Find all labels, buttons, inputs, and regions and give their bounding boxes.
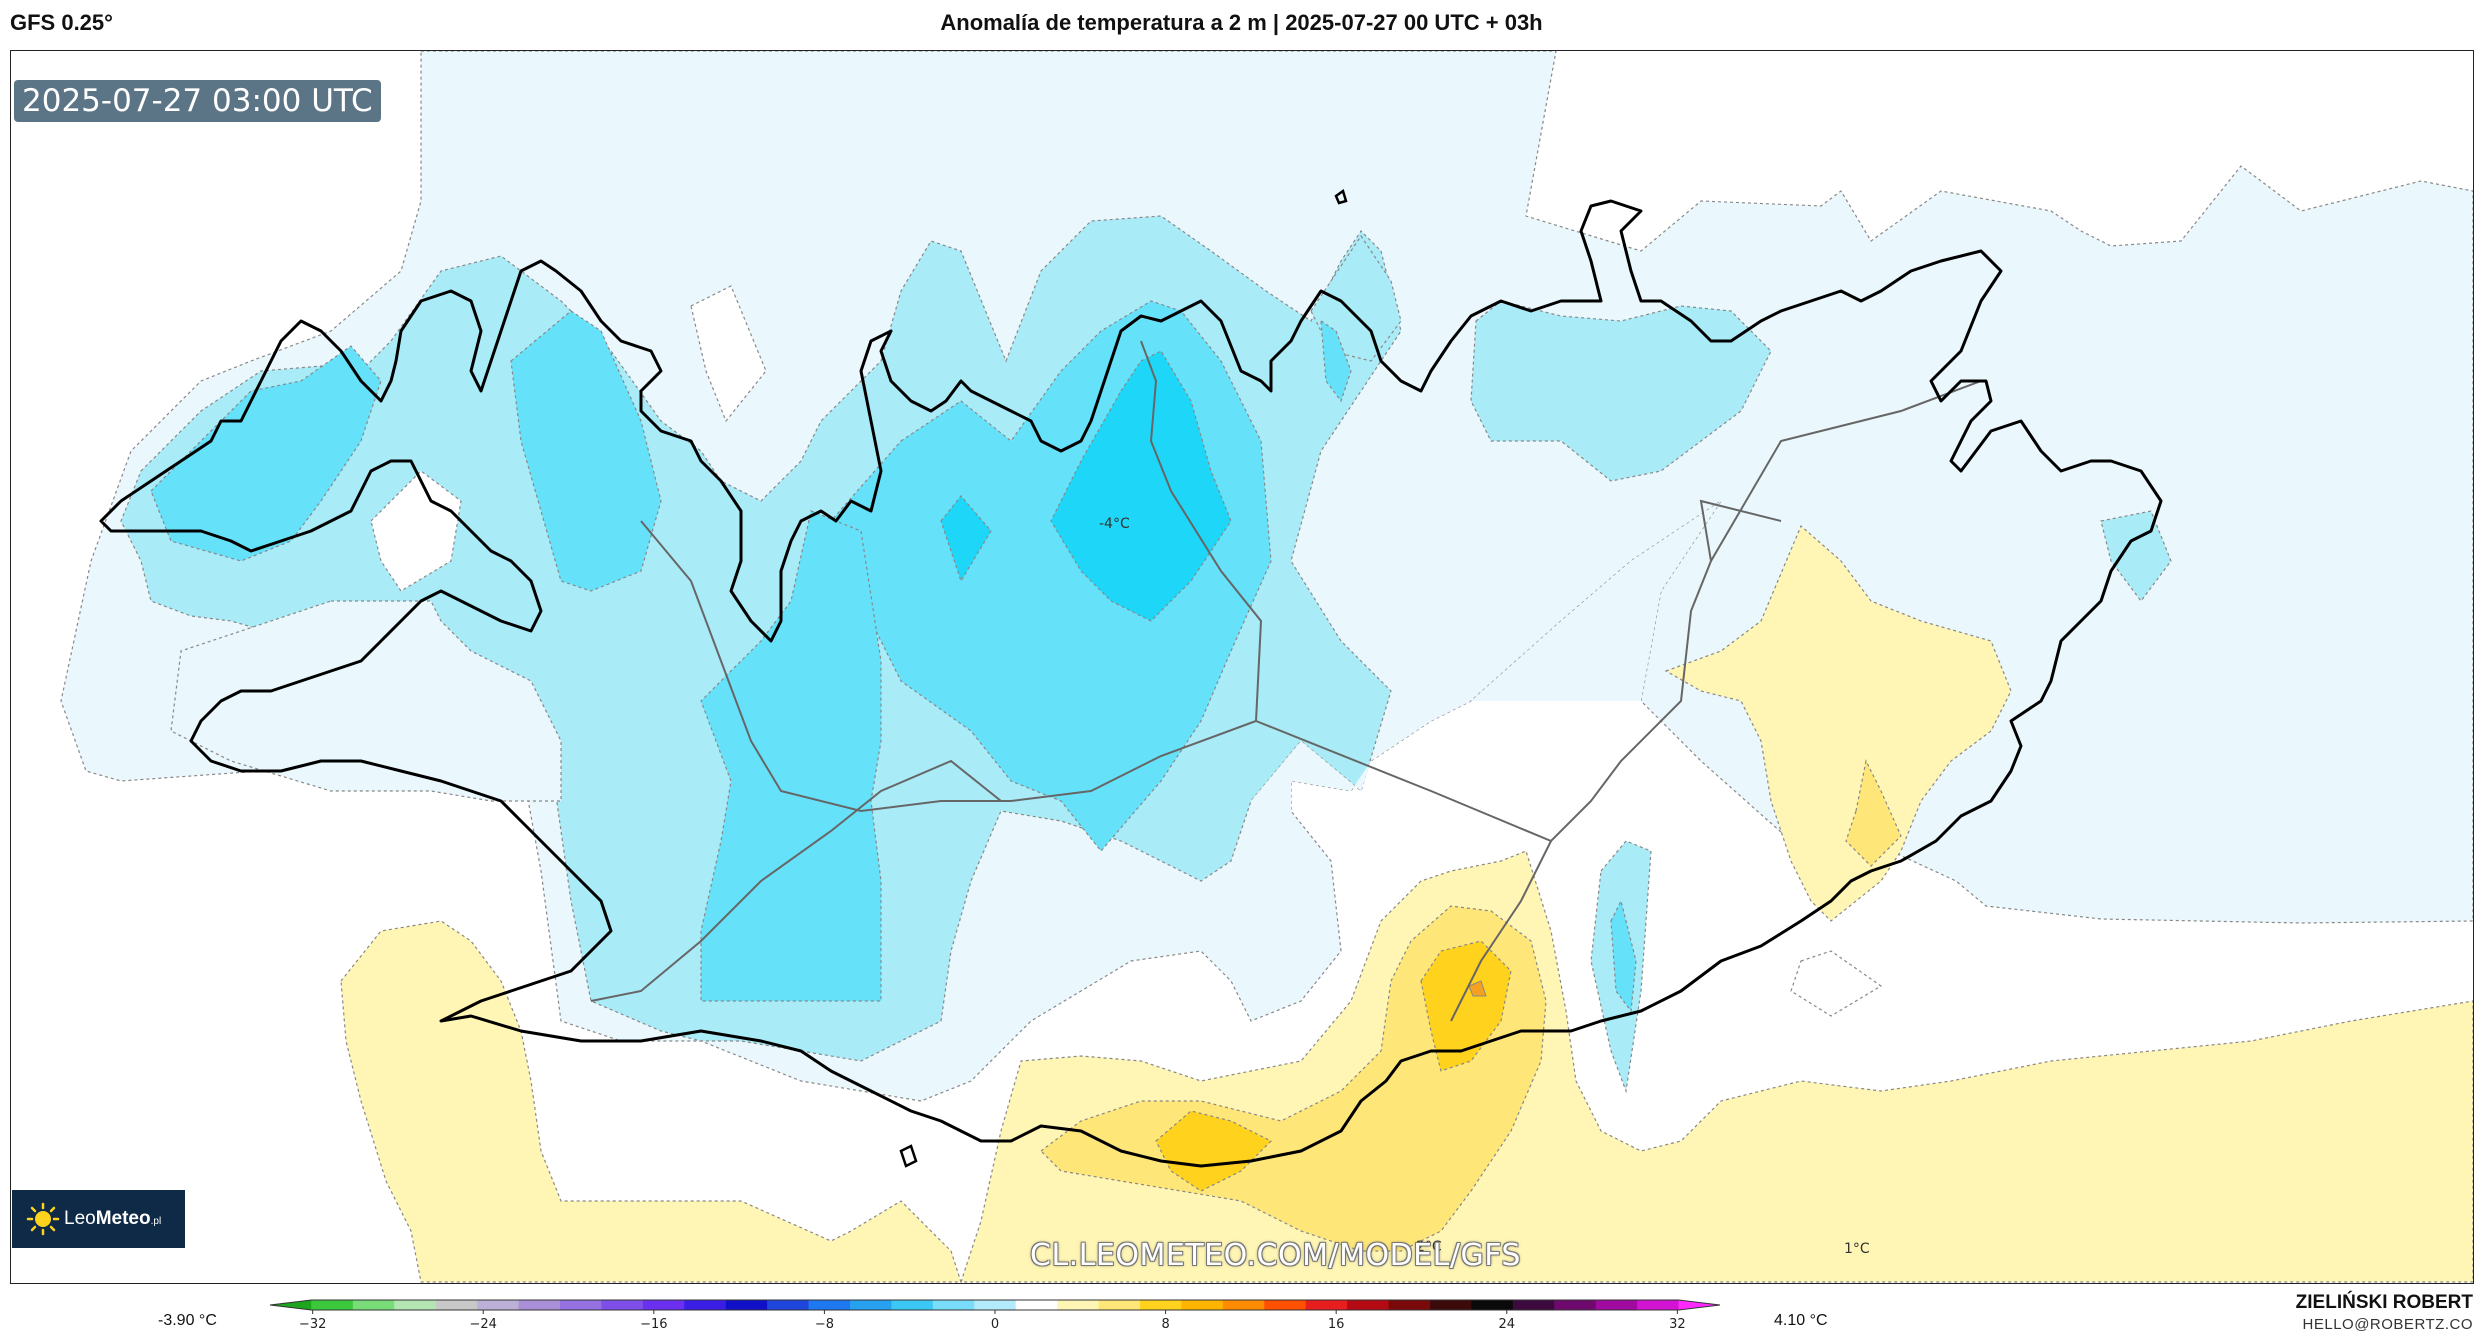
colorbar-swatch xyxy=(560,1300,602,1310)
colorbar-swatch xyxy=(394,1300,437,1310)
contour-fill-cyan-2 xyxy=(700,510,882,1002)
contour-fill-yellow-3 xyxy=(1420,940,1512,1072)
contour-fill-cyan-3 xyxy=(1050,350,1232,622)
contour-fill-cyan-3 xyxy=(940,495,992,583)
map-area: -4°C 2°C 1°C xyxy=(10,50,2474,1284)
colorbar-min-label: -3.90 °C xyxy=(158,1312,217,1329)
colorbar-tick-label: 16 xyxy=(1328,1317,1345,1332)
colorbar-swatch xyxy=(1388,1300,1431,1310)
contour-hole xyxy=(1790,950,1883,1017)
colorbar-swatch xyxy=(1637,1300,1680,1310)
colorbar-swatch xyxy=(725,1300,768,1310)
contour-label-minus4: -4°C xyxy=(1099,516,1130,532)
colorbar-swatch xyxy=(1015,1300,1058,1310)
colorbar-tick-label: 0 xyxy=(991,1317,999,1332)
colorbar-swatch xyxy=(352,1300,395,1310)
author-name: ZIELIŃSKI ROBERT xyxy=(2295,1292,2473,1313)
contour-label-1: 1°C xyxy=(1844,1241,1870,1257)
contour-fill-yellow-1 xyxy=(1664,525,2012,922)
colorbar-max-label: 4.10 °C xyxy=(1774,1312,1828,1329)
model-label: GFS 0.25° xyxy=(10,10,113,35)
colorbar-swatch xyxy=(1057,1300,1100,1310)
contour-hole xyxy=(690,285,767,423)
colorbar-swatch xyxy=(311,1300,354,1310)
colorbar-tick-label: 8 xyxy=(1161,1317,1169,1332)
colorbar-extend-max xyxy=(1678,1300,1720,1310)
sun-icon xyxy=(26,1202,60,1236)
colorbar-tick-label: −8 xyxy=(815,1317,834,1332)
region-border xyxy=(1255,380,1982,843)
colorbar: −32 −24 −16 −8 0 8 16 24 32 xyxy=(269,1299,1721,1332)
colorbar-tick-label: −16 xyxy=(640,1317,667,1332)
colorbar-swatch xyxy=(435,1300,478,1310)
colorbar-swatch xyxy=(1595,1300,1638,1310)
coastline xyxy=(99,199,2163,1168)
map-title: Anomalía de temperatura a 2 m | 2025-07-… xyxy=(940,10,1543,35)
colorbar-swatch xyxy=(974,1300,1017,1310)
colorbar-swatch xyxy=(1471,1300,1514,1310)
colorbar-swatch xyxy=(1222,1300,1265,1310)
contour-fill-yellow-2 xyxy=(1040,905,1547,1252)
island-coastline xyxy=(899,1144,918,1168)
contour-label-2: 2°C xyxy=(1416,1239,1442,1255)
contour-fill-orange xyxy=(1468,980,1487,997)
colorbar-swatch xyxy=(684,1300,727,1310)
contour-fill-cyan-2 xyxy=(1610,899,1637,1013)
contour-fill-cyan-2 xyxy=(510,310,662,592)
author-email: HELLO@ROBERTZ.CO xyxy=(2302,1316,2473,1333)
region-border xyxy=(590,759,1002,1002)
colorbar-swatch xyxy=(1430,1300,1472,1310)
logo-text: LeoMeteo.pl xyxy=(64,1208,162,1229)
colorbar-swatch xyxy=(1305,1300,1348,1310)
colorbar-swatch xyxy=(891,1300,934,1310)
contour-fill-yellow-1 xyxy=(340,920,962,1283)
colorbar-swatch xyxy=(808,1300,851,1310)
contour-hole-light xyxy=(1251,501,1721,811)
contour-fill-cyan-east xyxy=(2100,510,2172,602)
colorbar-swatch xyxy=(1264,1300,1307,1310)
colorbar-swatch xyxy=(601,1300,644,1310)
contour-hole-light xyxy=(370,470,462,592)
leometeo-logo[interactable]: LeoMeteo.pl xyxy=(12,1190,185,1248)
contour-fill-cyan-ne xyxy=(1470,300,1772,482)
colorbar-swatch xyxy=(932,1300,975,1310)
region-border xyxy=(1699,499,1782,562)
colorbar-swatch xyxy=(477,1300,520,1310)
colorbar-swatch xyxy=(1140,1300,1182,1310)
colorbar-extend-min xyxy=(270,1300,312,1310)
watermark-url: CL.LEOMETEO.COM/MODEL/GFS xyxy=(1030,1238,1521,1273)
colorbar-tick-label: −24 xyxy=(470,1317,497,1332)
colorbar-swatch xyxy=(767,1300,810,1310)
colorbar-swatch xyxy=(642,1300,685,1310)
contour-fill-yellow-2 xyxy=(1845,759,1902,867)
colorbar-swatch xyxy=(1512,1300,1555,1310)
colorbar-swatch xyxy=(1554,1300,1597,1310)
colorbar-tick-label: 24 xyxy=(1498,1317,1515,1332)
anomaly-map: -4°C 2°C 1°C xyxy=(60,51,2473,1283)
region-border xyxy=(1450,840,1552,1022)
region-border xyxy=(640,340,1263,813)
colorbar-swatch xyxy=(1347,1300,1390,1310)
colorbar-tick-label: 32 xyxy=(1669,1317,1686,1332)
colorbar-swatch xyxy=(1098,1300,1141,1310)
contour-fill-cyan-2 xyxy=(150,345,382,562)
valid-time-badge: 2025-07-27 03:00 UTC xyxy=(14,80,381,122)
contour-fill-cyan-2 xyxy=(1320,319,1352,403)
contour-hole-light xyxy=(170,600,562,802)
colorbar-outline xyxy=(269,1299,1721,1311)
island-coastline xyxy=(1334,188,1348,205)
colorbar-swatch xyxy=(1181,1300,1224,1310)
colorbar-swatch xyxy=(518,1300,561,1310)
colorbar-swatch xyxy=(850,1300,892,1310)
contour-fill-yellow-3 xyxy=(1155,1110,1273,1192)
colorbar-tick-label: −32 xyxy=(299,1317,326,1332)
